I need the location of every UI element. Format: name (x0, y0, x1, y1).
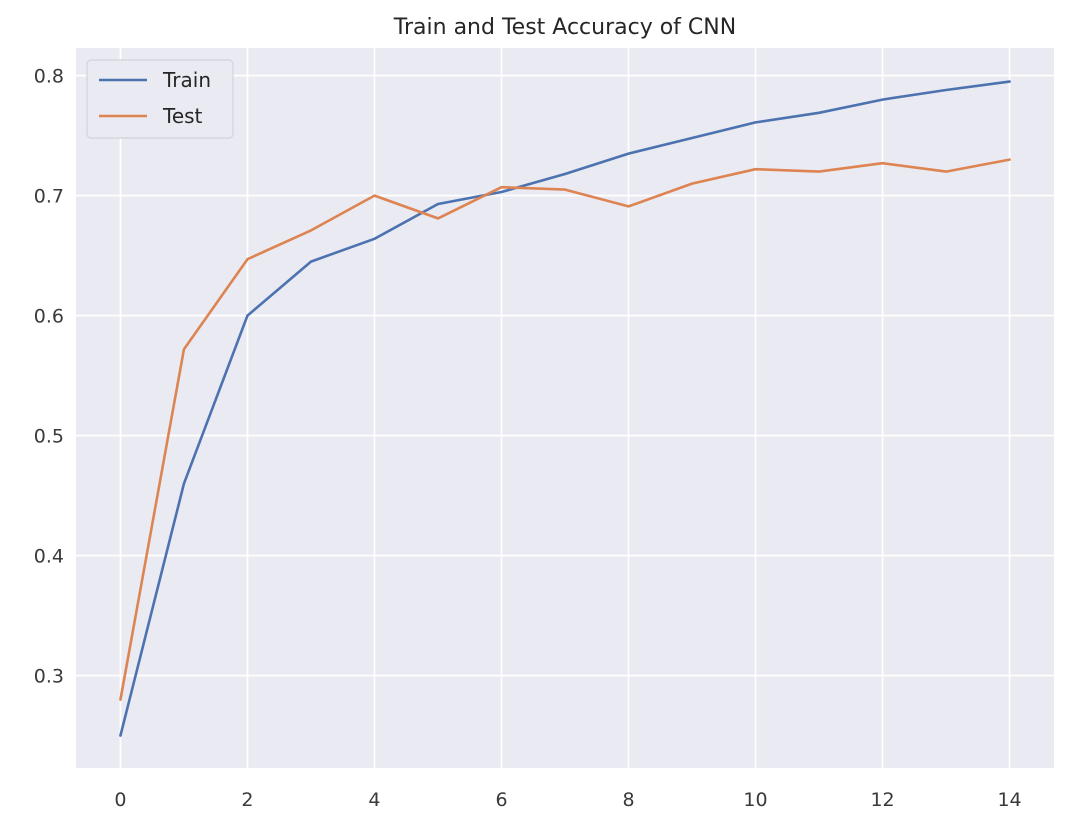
y-tick-label: 0.4 (34, 546, 64, 568)
y-tick-label: 0.5 (34, 426, 64, 448)
x-tick-label: 4 (368, 789, 380, 811)
series-line-test (119, 158, 1011, 701)
x-tick-label: 10 (743, 789, 767, 811)
tick-labels: 0 2 4 6 8 10 12 14 0.3 0.4 0.5 0.6 0.7 0.8 (34, 66, 1022, 811)
legend-label-test: Test (162, 104, 203, 128)
x-tick-label: 8 (622, 789, 634, 811)
x-tick-label: 0 (114, 789, 126, 811)
series-lines (119, 80, 1011, 737)
x-tick-label: 14 (997, 789, 1021, 811)
legend: Train Test (86, 59, 234, 139)
chart-title: Train and Test Accuracy of CNN (393, 15, 736, 40)
series-line-train (119, 80, 1011, 737)
plot-background (76, 48, 1054, 768)
y-tick-label: 0.8 (34, 66, 64, 88)
x-tick-label: 2 (241, 789, 253, 811)
legend-box (86, 59, 234, 139)
y-tick-label: 0.7 (34, 186, 64, 208)
x-tick-label: 12 (870, 789, 894, 811)
legend-label-train: Train (162, 68, 211, 92)
y-tick-label: 0.3 (34, 666, 64, 688)
x-tick-label: 6 (495, 789, 507, 811)
y-tick-label: 0.6 (34, 306, 64, 328)
